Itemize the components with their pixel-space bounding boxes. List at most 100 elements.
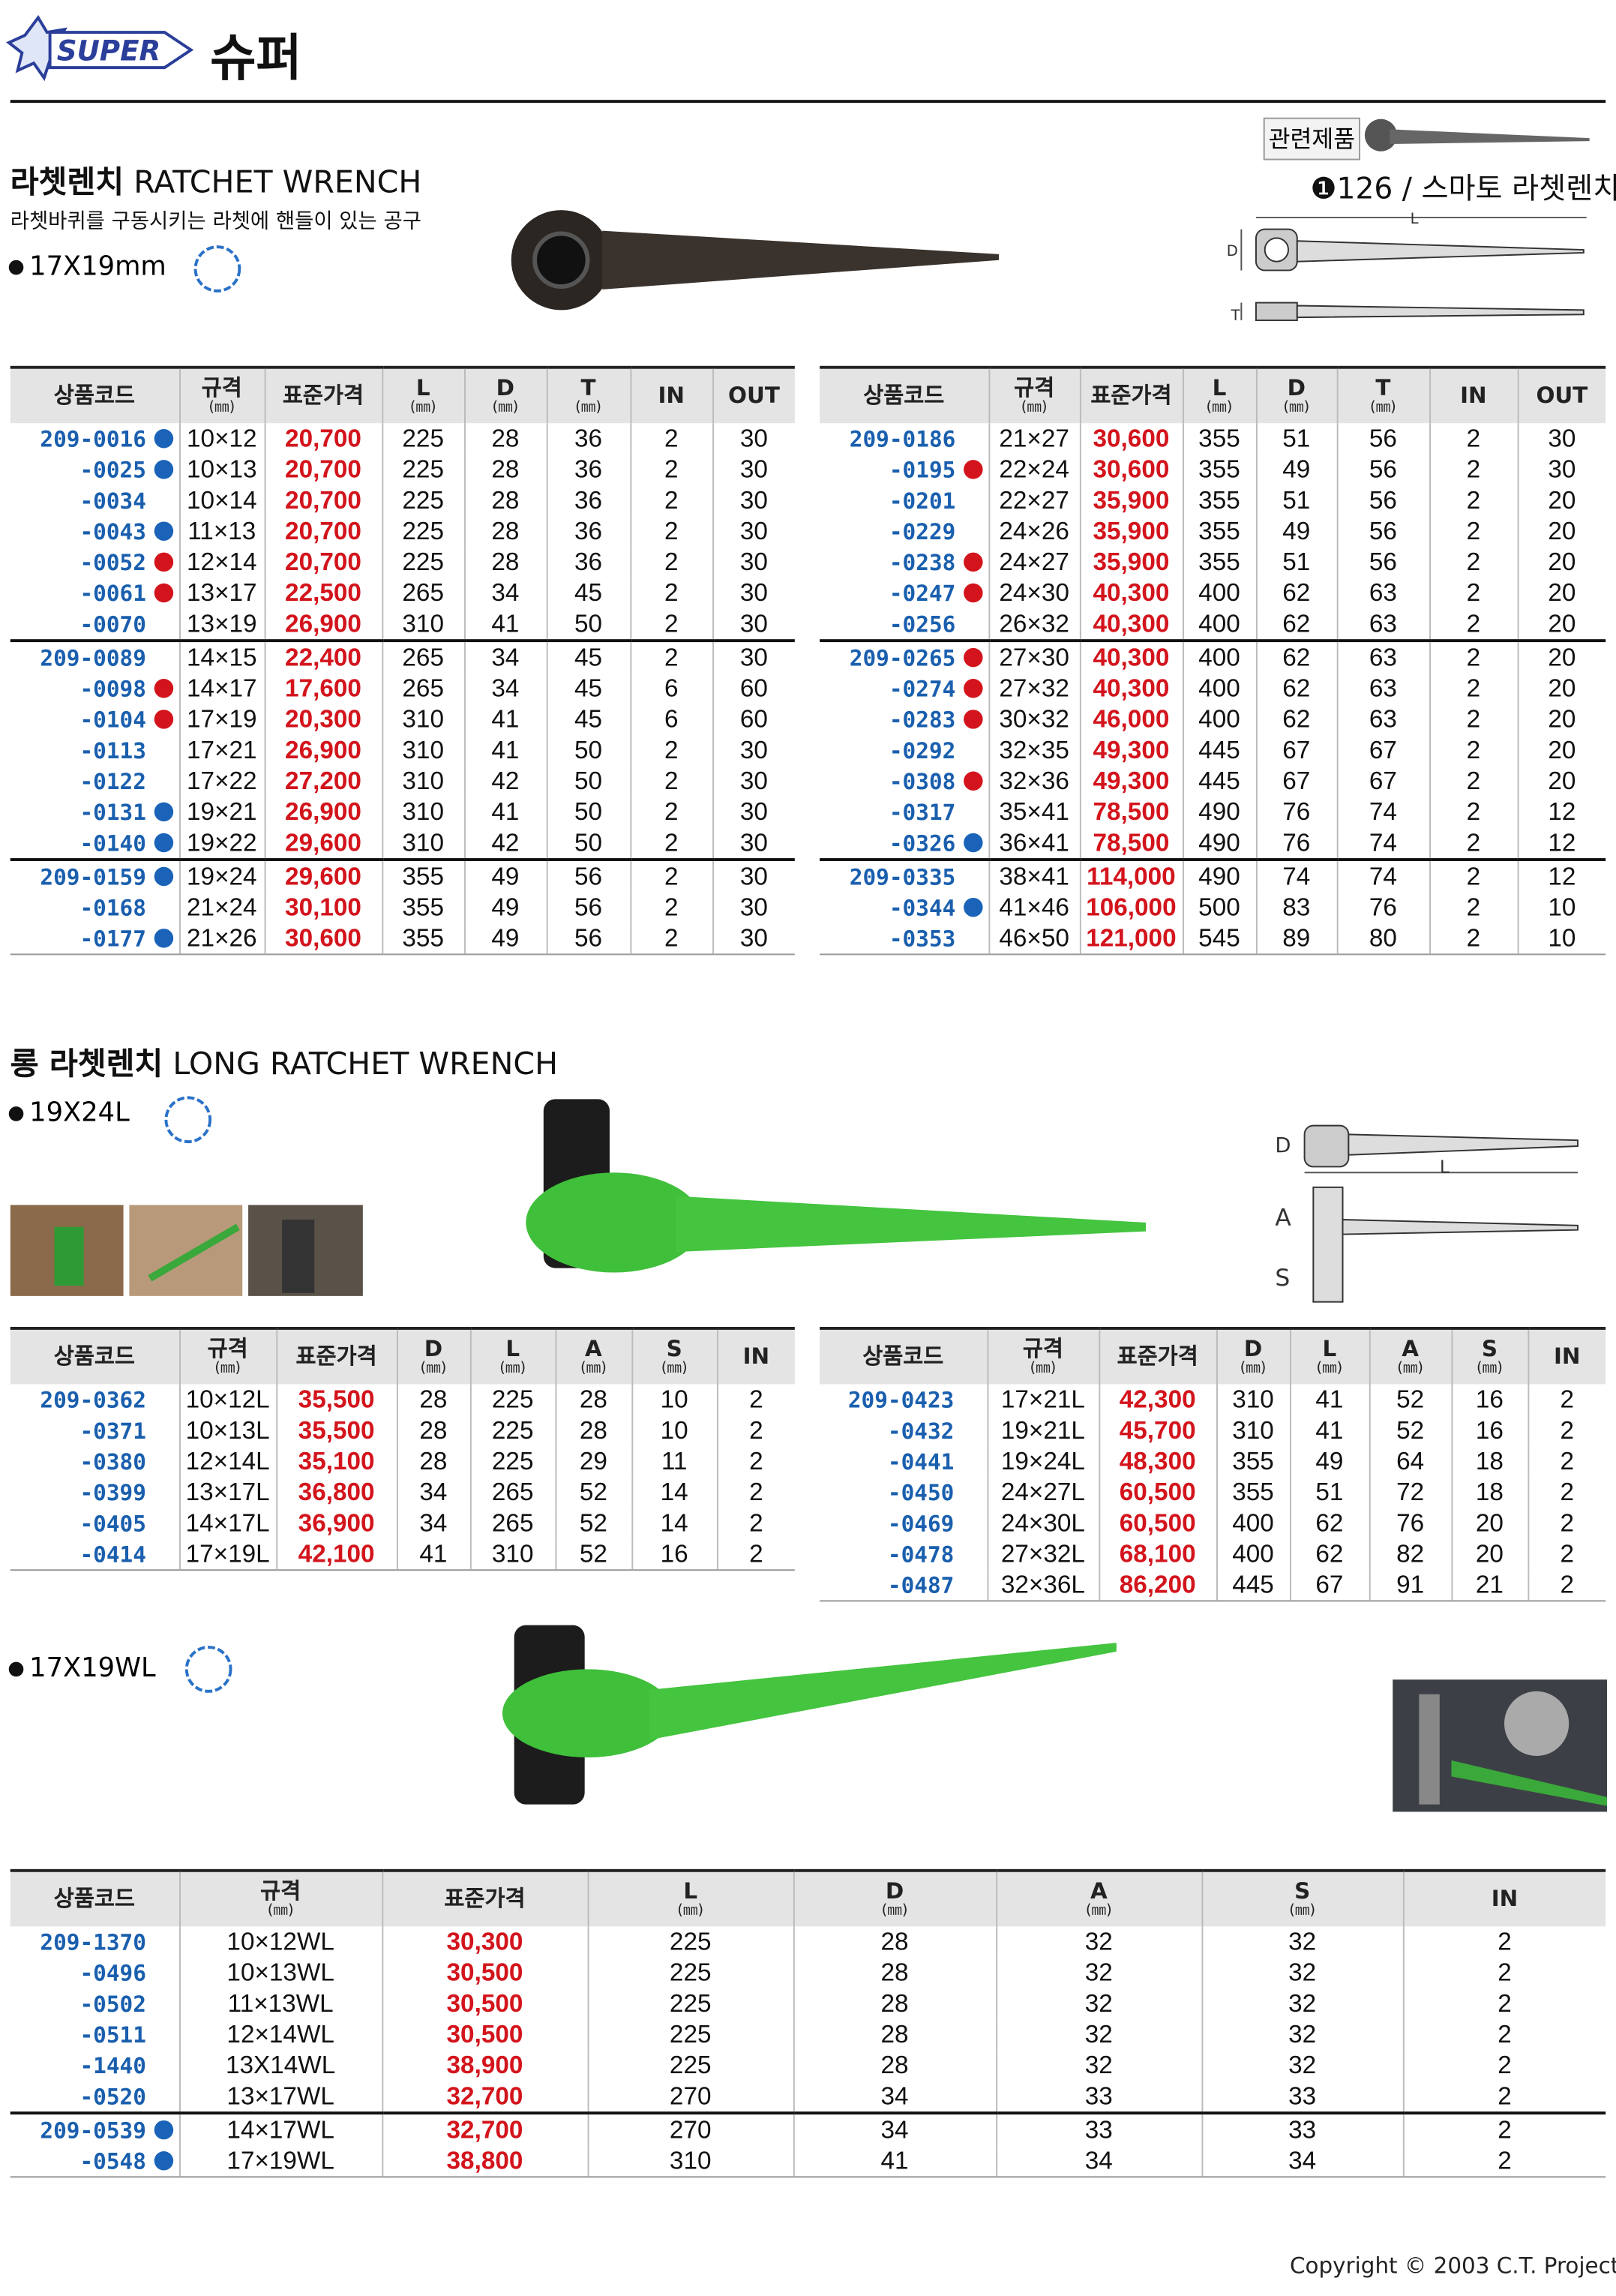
- cell-text: 2: [1466, 735, 1481, 764]
- cell-text: 265: [402, 578, 444, 607]
- cell-text: 2: [749, 1385, 763, 1413]
- diagram-handle: [1348, 1133, 1579, 1156]
- price: 35,900: [1078, 515, 1183, 547]
- header-unit: (㎜): [214, 1360, 241, 1376]
- price: 49,300: [1078, 734, 1183, 766]
- dot: [963, 647, 982, 668]
- table-row: -0168 21×24 30,100 355 49 56 2 30: [10, 892, 795, 923]
- cell-text: 76: [1369, 893, 1397, 921]
- header-label: 규격: [201, 374, 242, 401]
- cell: 14×17WL: [178, 2111, 382, 2146]
- cell-text: 14: [660, 1508, 688, 1537]
- header-label: IN: [742, 1343, 770, 1370]
- cell-text: 20: [1548, 674, 1576, 702]
- cell: 2: [1402, 1926, 1606, 1958]
- dot: [153, 802, 173, 822]
- cell-text: 225: [669, 1988, 712, 2017]
- cell: 2: [629, 796, 713, 827]
- price: 35,100: [275, 1445, 397, 1477]
- cell: 56: [1336, 454, 1430, 485]
- cell: 56: [545, 923, 631, 956]
- cell-text: 68,100: [1119, 1539, 1196, 1568]
- cell-text: 51: [1282, 424, 1311, 452]
- cell: 27×32: [988, 673, 1080, 704]
- table-row: -0496 10×13WL 30,500 225 28 32 32 2: [10, 1957, 1606, 1988]
- cell-text: -0478: [887, 1541, 955, 1568]
- cell: 19×22: [178, 827, 265, 860]
- header-unit: (㎜): [499, 1360, 526, 1376]
- cell: 30: [712, 546, 795, 578]
- cell: 36: [545, 423, 631, 455]
- cell-text: 56: [1369, 547, 1397, 575]
- cell-text: -0168: [79, 894, 146, 921]
- cell: 22×24: [988, 454, 1080, 485]
- cell-text: 28: [491, 547, 520, 575]
- cell-text: 20,700: [285, 547, 361, 575]
- cell-text: 445: [1232, 1570, 1274, 1598]
- bullet-dot: [8, 1106, 24, 1121]
- dot: [153, 929, 173, 948]
- cell-text: -0548: [79, 2147, 146, 2174]
- cell: 50: [545, 608, 631, 641]
- cell: 12×14L: [178, 1445, 277, 1477]
- table-row: 209-1370 10×12WL 30,300 225 28 32 32 2: [10, 1926, 1606, 1958]
- cell: 355: [1216, 1476, 1291, 1508]
- cell-text: -0511: [79, 2021, 146, 2048]
- cell: 32: [995, 1926, 1202, 1958]
- cell: 12: [1516, 858, 1606, 893]
- cell: 6: [629, 704, 713, 735]
- header-label: D: [1243, 1334, 1263, 1362]
- photo-detail: [282, 1219, 315, 1293]
- cell: 2: [1429, 546, 1518, 578]
- header-cell: 표준가격: [1078, 365, 1183, 424]
- cell: 21×24: [178, 892, 265, 923]
- product-code: -0113: [10, 735, 179, 766]
- price: 32,700: [381, 2111, 588, 2146]
- cell-text: 46×50: [999, 923, 1069, 952]
- header-cell: 상품코드: [820, 1326, 988, 1385]
- table-row: -0502 11×13WL 30,500 225 28 32 32 2: [10, 1988, 1606, 2019]
- header-label: S: [1481, 1334, 1498, 1362]
- cell: 225: [381, 454, 465, 485]
- cell-text: 400: [1198, 674, 1240, 702]
- cell-text: 35,900: [1093, 516, 1170, 545]
- header-cell: IN: [1429, 365, 1518, 424]
- wrench-head: [526, 1172, 703, 1273]
- cell: 310: [381, 796, 465, 827]
- header-cell: A (㎜): [1368, 1326, 1452, 1385]
- cell: 2: [629, 423, 713, 455]
- cell: 29: [554, 1445, 632, 1477]
- cell-text: 2: [1466, 827, 1481, 857]
- cell-text: 2: [749, 1446, 763, 1475]
- cell-text: 2: [664, 609, 679, 638]
- cell-text: 56: [574, 861, 603, 890]
- price: 42,300: [1098, 1384, 1217, 1415]
- header-cell: A (㎜): [995, 1868, 1202, 1927]
- cell-text: 225: [402, 455, 444, 483]
- cell-text: 22,400: [285, 643, 361, 671]
- cell-text: 14×17L: [185, 1508, 270, 1537]
- cell-text: 30,600: [1093, 424, 1170, 452]
- cell: 30: [712, 515, 795, 547]
- cell-text: 28: [491, 455, 520, 483]
- variant: 17X19WL: [29, 1652, 156, 1685]
- icon-handle: [1390, 129, 1590, 144]
- header-cell: 규격 (㎜): [178, 365, 265, 424]
- header-cell: D (㎜): [463, 365, 547, 424]
- cell: 310: [586, 2145, 793, 2178]
- cell: 34: [463, 577, 547, 609]
- table-row: -0520 13×17WL 32,700 270 34 33 33 2: [10, 2080, 1606, 2114]
- cell-text: 17×19L: [185, 1539, 270, 1568]
- dot: [963, 771, 982, 791]
- cell: 33: [1201, 2080, 1403, 2114]
- cell-text: -0061: [79, 579, 146, 607]
- product-code: -0229: [820, 516, 988, 547]
- cell-text: 17×22: [187, 766, 257, 794]
- cell-text: 265: [491, 1477, 534, 1505]
- cell: 62: [1255, 639, 1337, 674]
- header-unit: (㎜): [409, 398, 436, 416]
- cell-text: 209-0159: [40, 863, 146, 890]
- cell: 32: [995, 2049, 1202, 2081]
- cell-text: -0140: [79, 829, 146, 857]
- cell-text: 209-0186: [849, 425, 956, 452]
